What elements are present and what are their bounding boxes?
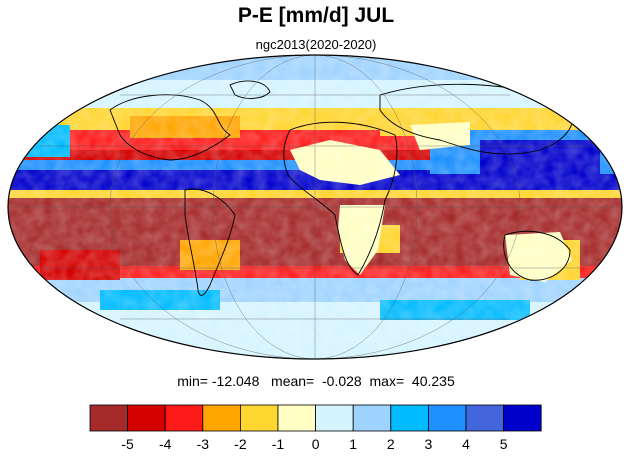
colorbar-tick-label: 3 bbox=[425, 436, 433, 452]
colorbar-box bbox=[164, 404, 204, 432]
colorbar-tick-label: 0 bbox=[312, 436, 320, 452]
colorbar-box bbox=[465, 404, 504, 432]
colorbar-box bbox=[127, 404, 166, 432]
colorbar-ticks: -5 -4 -3 -2 -1 0 1 2 3 4 5 bbox=[121, 436, 507, 452]
mean-value: -0.028 bbox=[322, 373, 362, 389]
max-label: max= bbox=[369, 373, 405, 389]
colorbar-boxes bbox=[89, 404, 542, 432]
colorbar-box bbox=[277, 404, 316, 432]
statistics-line: min= -12.048 mean= -0.028 max= 40.235 bbox=[0, 373, 632, 389]
colorbar-box bbox=[427, 404, 467, 432]
plot-title: P-E [mm/d] JUL bbox=[237, 4, 395, 27]
colorbar-tick-label: -1 bbox=[272, 436, 285, 452]
colorbar-tick-label: 5 bbox=[500, 436, 508, 452]
colorbar-tick-label: 2 bbox=[387, 436, 395, 452]
colorbar-box bbox=[315, 404, 354, 432]
colorbar-box bbox=[239, 404, 279, 432]
colorbar-tick-label: -2 bbox=[234, 436, 247, 452]
colorbar-box bbox=[352, 404, 392, 432]
colorbar-box bbox=[390, 404, 429, 432]
mean-label: mean= bbox=[271, 373, 315, 389]
map-border bbox=[7, 54, 623, 360]
colorbar-box bbox=[89, 404, 128, 432]
colorbar-tick-label: -4 bbox=[159, 436, 172, 452]
colorbar-tick-label: 4 bbox=[462, 436, 470, 452]
colorbar-tick-label: -3 bbox=[197, 436, 210, 452]
coastlines bbox=[109, 80, 573, 296]
colorbar-tick-label: 1 bbox=[349, 436, 357, 452]
colorbar-box bbox=[202, 404, 241, 432]
colorbar-box bbox=[503, 404, 542, 432]
max-value: 40.235 bbox=[411, 373, 455, 389]
plot-subtitle: ngc2013(2020-2020) bbox=[255, 37, 377, 52]
min-value: -12.048 bbox=[211, 373, 260, 389]
min-label: min= bbox=[177, 373, 208, 389]
colorbar-tick-label: -5 bbox=[121, 436, 134, 452]
